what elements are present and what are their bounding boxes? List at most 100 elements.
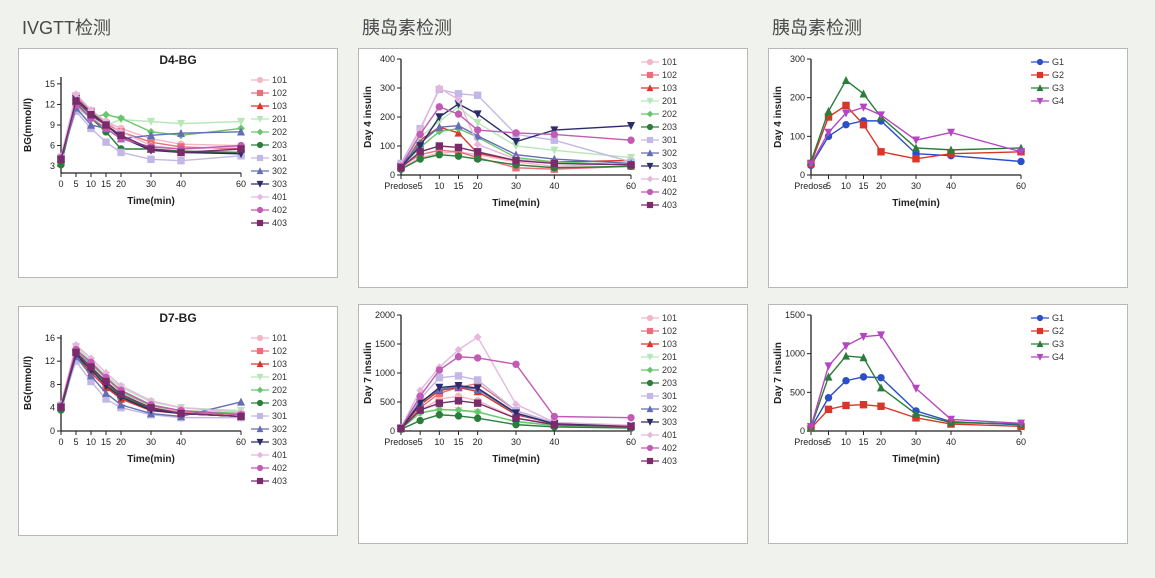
svg-text:30: 30: [511, 437, 521, 447]
legend-label: 102: [272, 88, 287, 98]
legend-item-102: 102: [641, 68, 677, 81]
legend-item-101: 101: [641, 311, 677, 324]
svg-text:5: 5: [826, 181, 831, 191]
svg-text:40: 40: [946, 181, 956, 191]
chart-body: 0100200300400Predose5101520304060Time(mi…: [359, 49, 747, 215]
legend-item-G2: G2: [1031, 68, 1064, 81]
svg-text:0: 0: [58, 179, 63, 189]
legend-label: 103: [662, 339, 677, 349]
svg-text:100: 100: [790, 131, 805, 141]
chart-title-d7bg: D7-BG: [19, 311, 337, 325]
legend-label: 103: [272, 101, 287, 111]
legend-item-401: 401: [641, 172, 677, 185]
legend-item-102: 102: [641, 324, 677, 337]
svg-text:40: 40: [946, 437, 956, 447]
legend-label: 202: [272, 127, 287, 137]
plot-d7ins_g: 050010001500Predose5101520304060Time(min…: [769, 305, 1029, 465]
legend-item-303: 303: [251, 177, 287, 190]
legend-item-403: 403: [641, 198, 677, 211]
legend-item-101: 101: [251, 73, 287, 86]
svg-text:300: 300: [380, 83, 395, 93]
legend-label: 402: [272, 205, 287, 215]
legend-item-301: 301: [251, 409, 287, 422]
svg-text:20: 20: [876, 437, 886, 447]
legend-label: 403: [272, 476, 287, 486]
legend-label: 203: [272, 398, 287, 408]
chart-body: 050010001500Predose5101520304060Time(min…: [769, 305, 1127, 465]
svg-text:Day 4 insulin: Day 4 insulin: [773, 86, 784, 148]
legend-label: 301: [662, 135, 677, 145]
legend-d7ins_g: G1G2G3G4: [1029, 305, 1070, 465]
chart-body: 0500100015002000Predose5101520304060Time…: [359, 305, 747, 471]
legend-item-301: 301: [641, 133, 677, 146]
legend-d7bg: 101102103201202203301302303401402403: [249, 325, 293, 491]
chart-body: 369121505101520304060Time(min)BG(mmol/l)…: [19, 67, 337, 233]
svg-text:1000: 1000: [375, 368, 395, 378]
legend-label: 403: [272, 218, 287, 228]
svg-text:200: 200: [380, 112, 395, 122]
legend-item-101: 101: [641, 55, 677, 68]
legend-label: G1: [1052, 57, 1064, 67]
legend-item-G3: G3: [1031, 81, 1064, 94]
legend-item-402: 402: [641, 185, 677, 198]
legend-label: G3: [1052, 339, 1064, 349]
svg-text:400: 400: [380, 54, 395, 64]
legend-item-301: 301: [251, 151, 287, 164]
legend-item-103: 103: [641, 81, 677, 94]
svg-text:30: 30: [911, 437, 921, 447]
svg-text:BG(mmol/l): BG(mmol/l): [23, 98, 34, 152]
svg-text:15: 15: [858, 181, 868, 191]
panel-d4ins-g: 0100200300Predose5101520304060Time(min)D…: [768, 48, 1128, 288]
legend-item-303: 303: [641, 159, 677, 172]
legend-item-101: 101: [251, 331, 287, 344]
legend-label: G4: [1052, 96, 1064, 106]
legend-item-203: 203: [251, 396, 287, 409]
svg-text:300: 300: [790, 54, 805, 64]
legend-label: 301: [272, 153, 287, 163]
svg-text:16: 16: [45, 333, 55, 343]
legend-item-302: 302: [641, 402, 677, 415]
legend-label: 202: [662, 365, 677, 375]
legend-label: 303: [272, 437, 287, 447]
legend-label: 101: [272, 333, 287, 343]
svg-text:BG(mmol/l): BG(mmol/l): [23, 356, 34, 410]
legend-item-G4: G4: [1031, 350, 1064, 363]
legend-label: 302: [662, 148, 677, 158]
legend-item-103: 103: [641, 337, 677, 350]
svg-text:15: 15: [101, 437, 111, 447]
svg-text:40: 40: [176, 437, 186, 447]
svg-text:10: 10: [434, 437, 444, 447]
legend-label: 201: [272, 114, 287, 124]
plot-d4ins_g: 0100200300Predose5101520304060Time(min)D…: [769, 49, 1029, 209]
svg-text:200: 200: [790, 93, 805, 103]
legend-item-203: 203: [251, 138, 287, 151]
svg-text:60: 60: [1016, 437, 1026, 447]
legend-item-G1: G1: [1031, 55, 1064, 68]
svg-text:Predose: Predose: [384, 437, 418, 447]
plot-d7ins: 0500100015002000Predose5101520304060Time…: [359, 305, 639, 465]
legend-d7ins: 101102103201202203301302303401402403: [639, 305, 683, 471]
legend-item-G3: G3: [1031, 337, 1064, 350]
legend-d4bg: 101102103201202203301302303401402403: [249, 67, 293, 233]
legend-item-402: 402: [641, 441, 677, 454]
legend-item-303: 303: [251, 435, 287, 448]
legend-label: 201: [662, 352, 677, 362]
svg-text:Day 7 insulin: Day 7 insulin: [363, 342, 374, 404]
svg-text:100: 100: [380, 141, 395, 151]
svg-text:Time(min): Time(min): [127, 196, 175, 207]
legend-label: 402: [662, 443, 677, 453]
svg-text:10: 10: [841, 437, 851, 447]
column-2: 胰岛素检测 0100200300400Predose5101520304060T…: [358, 10, 748, 544]
svg-text:3: 3: [50, 161, 55, 171]
legend-label: 302: [272, 424, 287, 434]
svg-text:10: 10: [841, 181, 851, 191]
svg-text:30: 30: [911, 181, 921, 191]
legend-label: 301: [272, 411, 287, 421]
legend-label: 303: [662, 417, 677, 427]
legend-label: 401: [662, 174, 677, 184]
panel-d4bg: D4-BG369121505101520304060Time(min)BG(mm…: [18, 48, 338, 278]
svg-text:10: 10: [86, 437, 96, 447]
col3-title: 胰岛素检测: [772, 14, 1128, 40]
svg-text:5: 5: [826, 437, 831, 447]
legend-label: 202: [272, 385, 287, 395]
